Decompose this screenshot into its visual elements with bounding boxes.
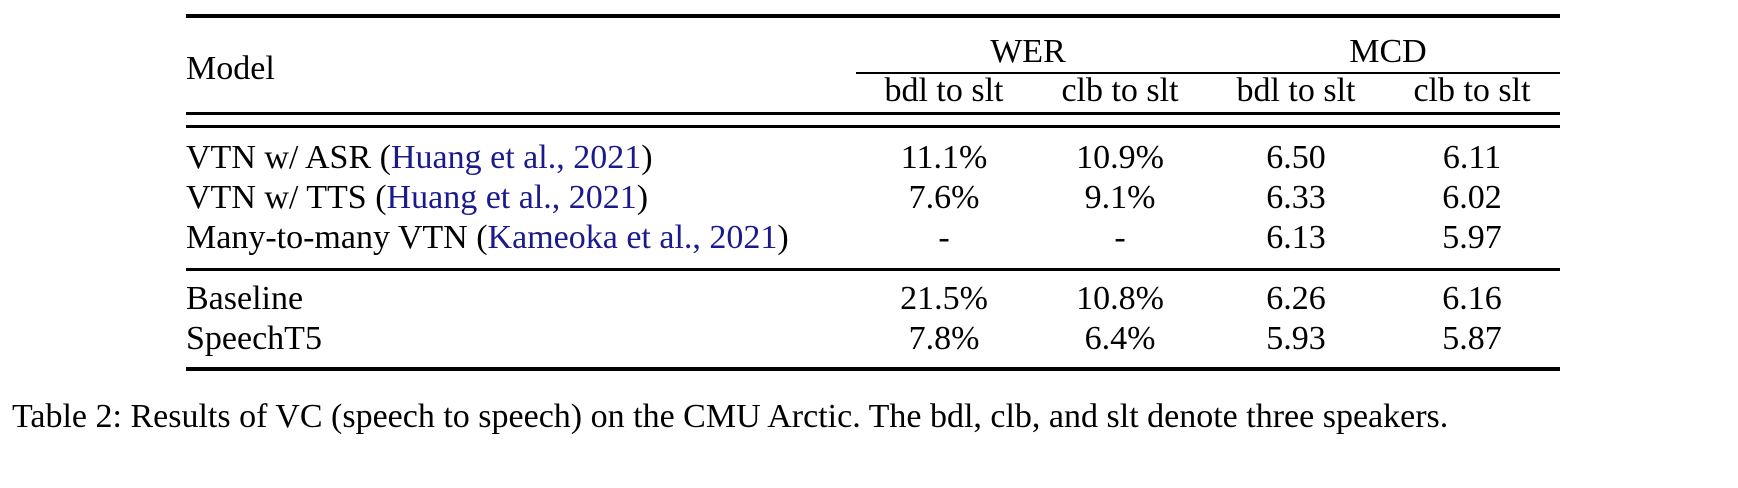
value-cell: 7.6%	[908, 179, 980, 216]
value-cell: 6.33	[1266, 179, 1326, 216]
table-caption: Table 2: Results of VC (speech to speech…	[12, 398, 1449, 435]
value-cell: 6.26	[1266, 280, 1326, 317]
model-column-header: Model	[186, 50, 275, 87]
citation-link[interactable]: Kameoka et al., 2021	[487, 219, 778, 256]
wer-group-header: WER	[856, 26, 1208, 74]
model-name: SpeechT5	[186, 320, 322, 357]
value-cell: 21.5%	[900, 280, 988, 317]
value-cell: 5.87	[1442, 320, 1502, 357]
bottom-rule	[186, 359, 1560, 371]
value-cell: -	[938, 219, 950, 256]
value-cell: 5.97	[1442, 219, 1502, 256]
value-cell: 6.13	[1266, 219, 1326, 256]
model-name: Baseline	[186, 280, 304, 317]
value-cell: 6.50	[1266, 139, 1326, 176]
subheader-row: bdl to slt clb to slt bdl to slt clb to …	[186, 73, 1560, 114]
wer-bdl-header: bdl to slt	[884, 72, 1004, 109]
mcd-clb-header: clb to slt	[1413, 72, 1531, 109]
table-row: VTN w/ TTS (Huang et al., 2021) 7.6% 9.1…	[186, 178, 1560, 218]
mcd-bdl-header: bdl to slt	[1236, 72, 1356, 109]
table-row: SpeechT5 7.8% 6.4% 5.93 5.87	[186, 319, 1560, 359]
table-row: Baseline 21.5% 10.8% 6.26 6.16	[186, 279, 1560, 319]
value-cell: 10.8%	[1076, 280, 1164, 317]
value-cell: 7.8%	[908, 320, 980, 357]
model-name: VTN w/ ASR (Huang et al., 2021)	[186, 139, 653, 176]
table-row: VTN w/ ASR (Huang et al., 2021) 11.1% 10…	[186, 138, 1560, 178]
value-cell: 6.16	[1442, 280, 1502, 317]
header-row: Model WER MCD	[186, 26, 1560, 87]
value-cell: -	[1114, 219, 1126, 256]
value-cell: 9.1%	[1084, 179, 1156, 216]
value-cell: 6.11	[1442, 139, 1502, 176]
model-name: Many-to-many VTN (Kameoka et al., 2021)	[186, 219, 789, 256]
results-table: Model WER MCD bdl to slt clb to slt bdl …	[186, 14, 1560, 371]
wer-clb-header: clb to slt	[1061, 72, 1179, 109]
citation-link[interactable]: Huang et al., 2021	[386, 179, 637, 216]
value-cell: 6.02	[1442, 179, 1502, 216]
value-cell: 5.93	[1266, 320, 1326, 357]
value-cell: 11.1%	[900, 139, 988, 176]
double-rule	[186, 112, 1560, 128]
citation-link[interactable]: Huang et al., 2021	[390, 139, 642, 176]
mcd-group-header: MCD	[1208, 26, 1560, 74]
mid-rule	[186, 268, 1560, 279]
model-name: VTN w/ TTS (Huang et al., 2021)	[186, 179, 649, 216]
table-row: Many-to-many VTN (Kameoka et al., 2021) …	[186, 218, 1560, 258]
value-cell: 10.9%	[1076, 139, 1164, 176]
top-rule	[186, 14, 1560, 26]
value-cell: 6.4%	[1084, 320, 1156, 357]
